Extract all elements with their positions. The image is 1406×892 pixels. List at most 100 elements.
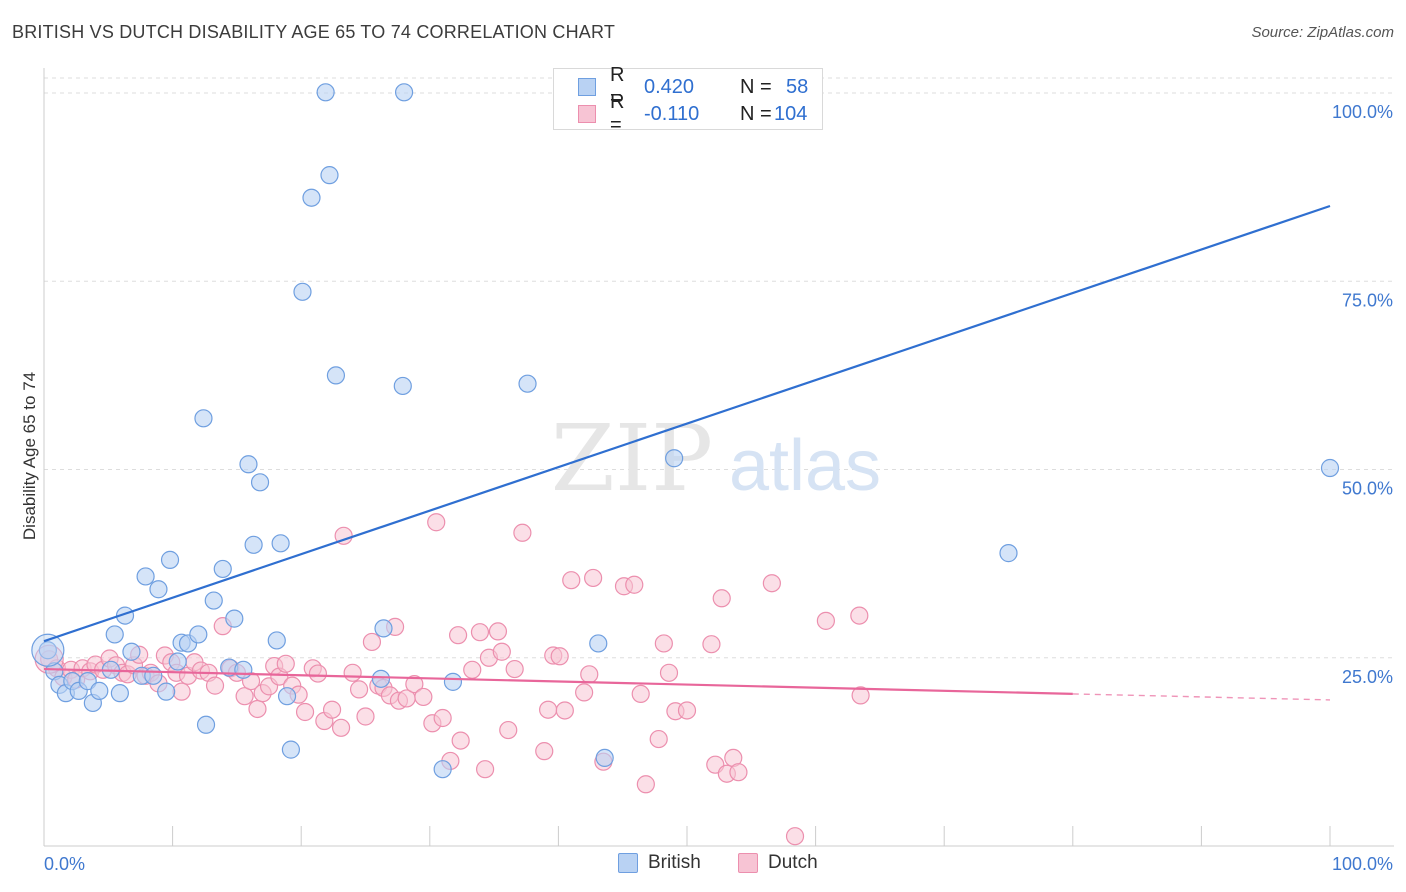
chart-title: BRITISH VS DUTCH DISABILITY AGE 65 TO 74…: [12, 22, 616, 42]
british-n-value: 58: [786, 75, 809, 98]
british-point: [281, 740, 301, 759]
dutch-point: [550, 647, 569, 666]
dutch-n-value: 104: [774, 102, 808, 125]
british-point: [234, 660, 253, 679]
dutch-point: [729, 763, 748, 782]
dutch-point: [499, 720, 518, 740]
british-point: [443, 672, 463, 691]
dutch-point: [451, 731, 470, 750]
british-point: [518, 374, 537, 393]
british-point: [293, 282, 312, 301]
british-point: [38, 641, 57, 660]
dutch-point: [539, 700, 558, 719]
british-point: [320, 166, 339, 185]
british-point: [595, 748, 614, 768]
british-point: [136, 567, 155, 586]
watermark: ZIP atlas: [551, 405, 881, 512]
british-n-label: N =: [740, 75, 772, 98]
british-point: [1320, 458, 1340, 478]
british-point: [393, 376, 412, 396]
dutch-swatch: [578, 105, 596, 123]
dutch-point: [562, 571, 581, 590]
british-point: [244, 535, 263, 554]
british-point-cluster: [31, 633, 65, 667]
dutch-point: [427, 513, 446, 532]
british-r-value: 0.420: [644, 75, 695, 98]
british-point: [225, 609, 244, 628]
legend-item-dutch[interactable]: Dutch: [738, 852, 818, 874]
british-point: [302, 188, 321, 207]
dutch-point: [580, 665, 599, 684]
british-point: [665, 449, 684, 468]
dutch-point: [322, 700, 342, 719]
british-point: [316, 83, 335, 102]
dutch-point: [762, 574, 781, 593]
dutch-point: [702, 635, 721, 654]
british-point: [374, 619, 393, 638]
british-point: [277, 687, 297, 706]
x-tick-label: 0.0%: [44, 854, 85, 874]
dutch-point: [636, 775, 655, 794]
british-point: [394, 83, 414, 102]
dutch-legend-swatch: [738, 853, 758, 873]
dutch-point: [349, 680, 369, 699]
dutch-point: [851, 686, 870, 705]
dutch-point: [362, 632, 382, 652]
dutch-point: [513, 523, 532, 542]
y-tick-label: 50.0%: [1342, 479, 1393, 499]
british-point: [194, 409, 213, 428]
british-point: [160, 550, 180, 569]
british-point: [433, 760, 452, 779]
british-point: [78, 672, 97, 691]
british-point: [267, 631, 286, 650]
dutch-point: [295, 702, 315, 722]
axes: [43, 68, 1394, 847]
legend-item-british[interactable]: British: [618, 852, 701, 874]
dutch-point: [343, 663, 362, 682]
british-point: [326, 366, 346, 385]
watermark-zip: ZIP: [551, 405, 713, 512]
dutch-point: [575, 683, 594, 702]
dutch-point: [331, 718, 351, 737]
british-point: [213, 559, 232, 579]
x-tick-label: 100.0%: [1332, 854, 1393, 874]
british-point: [196, 715, 216, 734]
british-point: [122, 642, 141, 661]
y-tick-label: 100.0%: [1332, 102, 1393, 122]
legend-row-british: R = 0.420 N = 58: [578, 64, 809, 109]
dutch-point: [463, 660, 482, 679]
dutch-trend-line: [43, 667, 1073, 696]
dutch-point: [308, 664, 328, 683]
source-label: Source: ZipAtlas.com: [1251, 24, 1394, 41]
british-point: [110, 684, 129, 703]
dutch-point: [785, 827, 805, 846]
british-point: [239, 455, 258, 474]
british-point: [371, 669, 391, 688]
dutch-n-label: N =: [740, 102, 772, 125]
dutch-point: [555, 701, 574, 720]
y-tick-label: 75.0%: [1342, 290, 1393, 310]
dutch-point: [276, 654, 295, 673]
british-point: [250, 473, 270, 492]
british-points: [31, 82, 1340, 779]
british-legend-swatch: [618, 853, 638, 873]
trend-lines: [43, 204, 1331, 701]
dutch-point: [172, 682, 191, 701]
british-point: [157, 682, 176, 701]
dutch-point: [414, 687, 433, 707]
dutch-legend-label: Dutch: [768, 852, 818, 873]
dutch-point: [448, 626, 468, 645]
dutch-r-label: R =: [610, 91, 625, 136]
dutch-trend-extension: [1072, 693, 1331, 701]
british-point: [105, 625, 124, 644]
dutch-point: [816, 611, 835, 630]
dutch-point: [405, 675, 424, 694]
dutch-point: [712, 589, 731, 608]
dutch-r-value: -0.110: [644, 102, 700, 125]
legend-row-dutch: R = -0.110 N = 104: [578, 91, 808, 136]
british-trend-line: [43, 204, 1331, 643]
series-legend: British Dutch: [0, 852, 1406, 878]
british-point: [144, 666, 163, 685]
dutch-point: [470, 623, 490, 642]
dutch-point: [235, 687, 254, 706]
